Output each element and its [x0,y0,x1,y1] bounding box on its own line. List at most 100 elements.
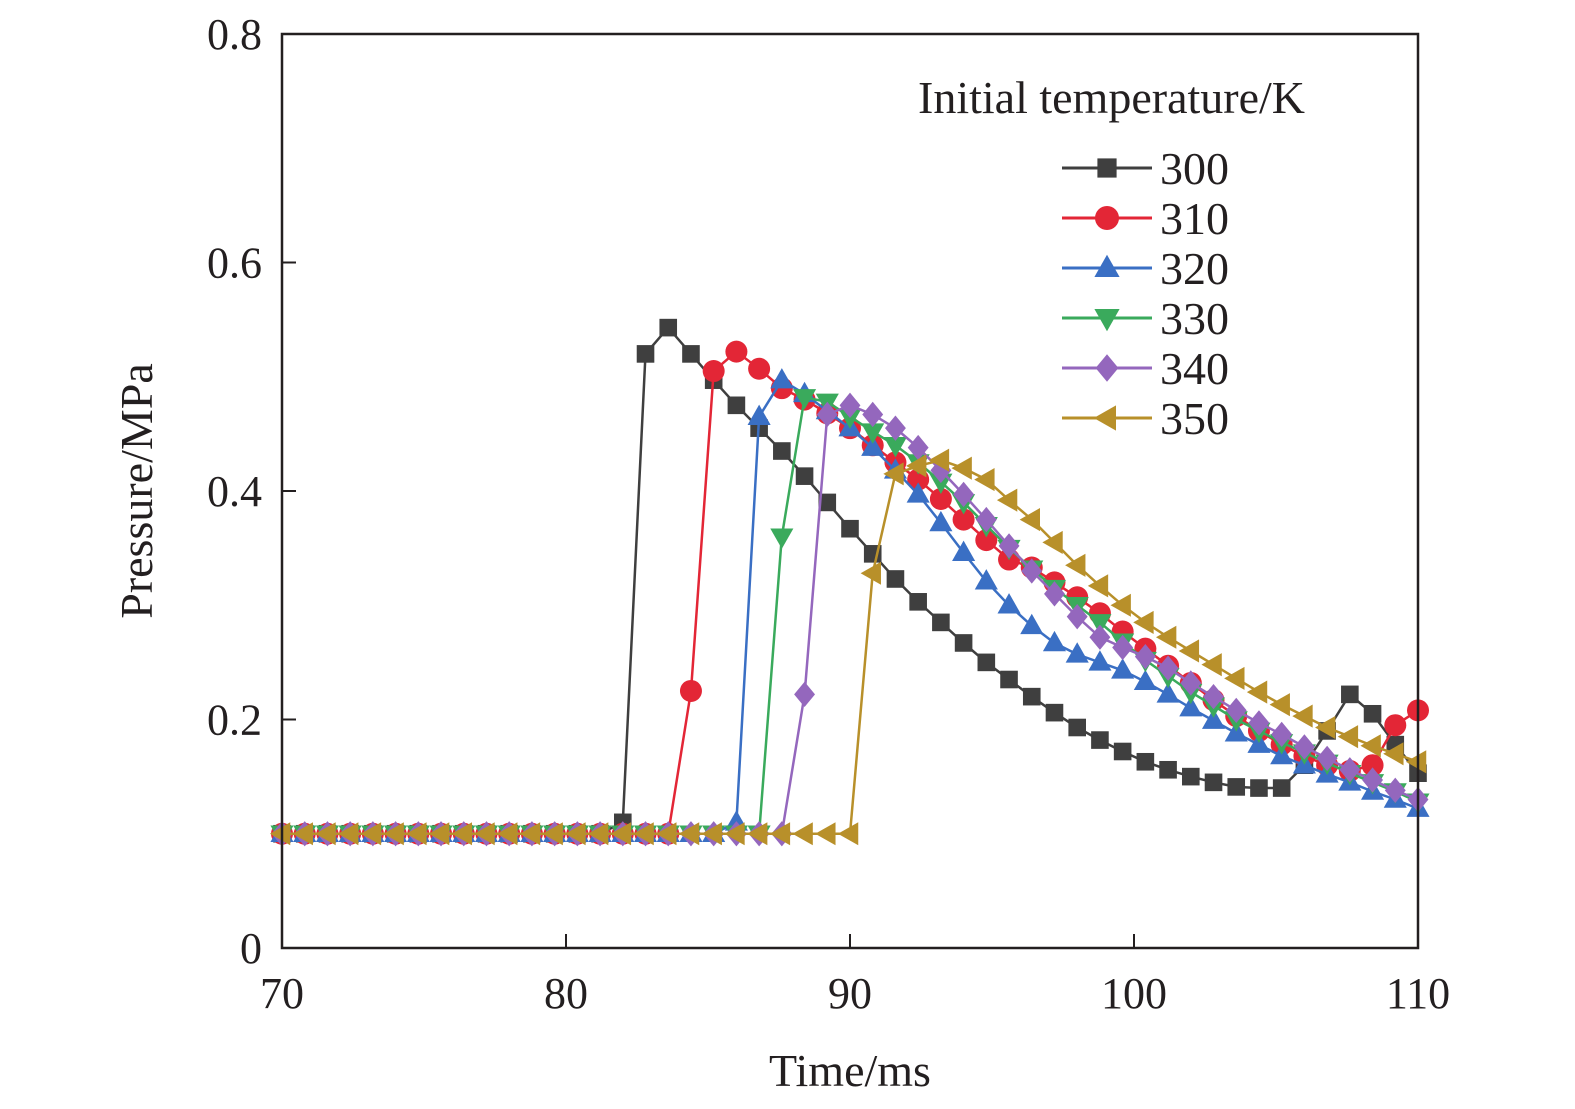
data-point-350 [542,822,563,846]
data-point-340 [998,533,1020,559]
data-point-300 [909,593,927,611]
data-point-350 [292,822,313,846]
data-point-350 [315,822,336,846]
legend-marker [1094,254,1120,277]
data-point-310 [748,357,771,380]
data-point-350 [610,822,632,846]
legend-item-330: 330 [1062,293,1229,344]
data-point-350 [883,462,904,486]
data-point-350 [1292,704,1313,728]
legend-marker [1094,309,1120,332]
data-point-310 [975,529,998,552]
data-point-310 [702,360,725,383]
data-point-320 [974,569,998,590]
data-point-340 [1180,670,1202,696]
data-point-350 [1133,610,1154,634]
data-point-300 [1341,685,1359,704]
data-point-340 [1339,757,1361,783]
data-point-300 [818,493,837,512]
data-point-320 [747,404,771,425]
data-point-350 [1110,593,1131,617]
data-point-300 [1068,718,1086,737]
data-point-350 [633,822,654,846]
data-point-340 [953,481,975,508]
data-point-350 [1087,574,1109,598]
data-point-300 [1159,760,1177,779]
axes: 70 80 90 100 110 0 0.2 0.4 0.6 0.8 Time/ms Pressure… [111,10,1450,1096]
data-point-300 [1000,670,1018,689]
series-330 [270,389,1430,846]
data-point-340 [1225,697,1247,724]
data-point-300 [1022,687,1041,706]
data-point-320 [1133,669,1157,691]
data-point-350 [360,822,382,846]
data-point-300 [1045,703,1064,722]
legend-item-340: 340 [1062,343,1229,394]
data-point-300 [1136,752,1155,771]
data-point-330 [1088,614,1112,635]
data-point-340 [1044,581,1065,607]
data-point-330 [793,389,817,410]
data-point-350 [497,822,518,846]
data-point-340 [1112,634,1134,661]
legend-label: 310 [1160,193,1229,244]
data-point-300 [682,345,700,363]
data-point-350 [1337,725,1359,749]
data-point-350 [815,822,836,846]
data-point-300 [886,570,905,588]
y-tick-label: 0.2 [207,696,262,745]
data-point-330 [861,423,885,444]
data-point-320 [906,482,930,503]
data-point-350 [678,822,700,846]
data-point-340 [794,681,816,708]
series-340 [271,392,1429,847]
data-point-350 [1019,508,1041,532]
x-axis-title: Time/ms [769,1045,931,1096]
data-point-330 [883,437,907,458]
data-point-340 [1248,710,1270,736]
data-point-300 [795,467,814,485]
data-point-320 [861,435,885,456]
data-point-350 [1360,734,1381,758]
axes-border [280,32,1420,950]
data-point-300 [977,653,996,672]
data-point-300 [954,634,973,652]
data-point-350 [1246,680,1268,704]
data-point-300 [1272,779,1291,797]
data-point-350 [1042,530,1063,554]
y-tick-label: 0.8 [207,10,262,59]
y-tick-label: 0.4 [207,467,262,516]
data-point-320 [1201,708,1226,729]
data-point-340 [1316,745,1338,771]
data-point-300 [727,396,746,415]
data-point-320 [1088,650,1112,671]
data-point-340 [884,415,906,441]
legend-item-320: 320 [1062,243,1229,294]
data-point-350 [519,822,541,846]
data-point-320 [929,510,953,532]
legend-label: 300 [1160,143,1229,194]
plot-frame [280,32,1420,950]
data-point-350 [769,822,791,846]
data-point-320 [952,540,976,561]
data-point-340 [1384,777,1406,803]
data-point-340 [839,392,861,418]
data-point-350 [860,561,881,585]
data-point-350 [1405,750,1427,774]
x-tick-label: 90 [828,969,872,1018]
data-point-310 [1384,714,1407,737]
data-point-340 [862,401,884,428]
data-point-300 [932,613,950,632]
data-point-350 [1383,742,1404,766]
plot-area [269,318,1430,847]
y-tick-label: 0.6 [207,239,262,288]
legend-item-300: 300 [1062,143,1229,194]
data-point-310 [929,487,952,510]
data-point-300 [1182,767,1200,786]
data-point-310 [952,508,975,531]
data-point-320 [997,593,1021,614]
data-point-340 [1157,655,1179,681]
data-point-350 [269,822,291,846]
